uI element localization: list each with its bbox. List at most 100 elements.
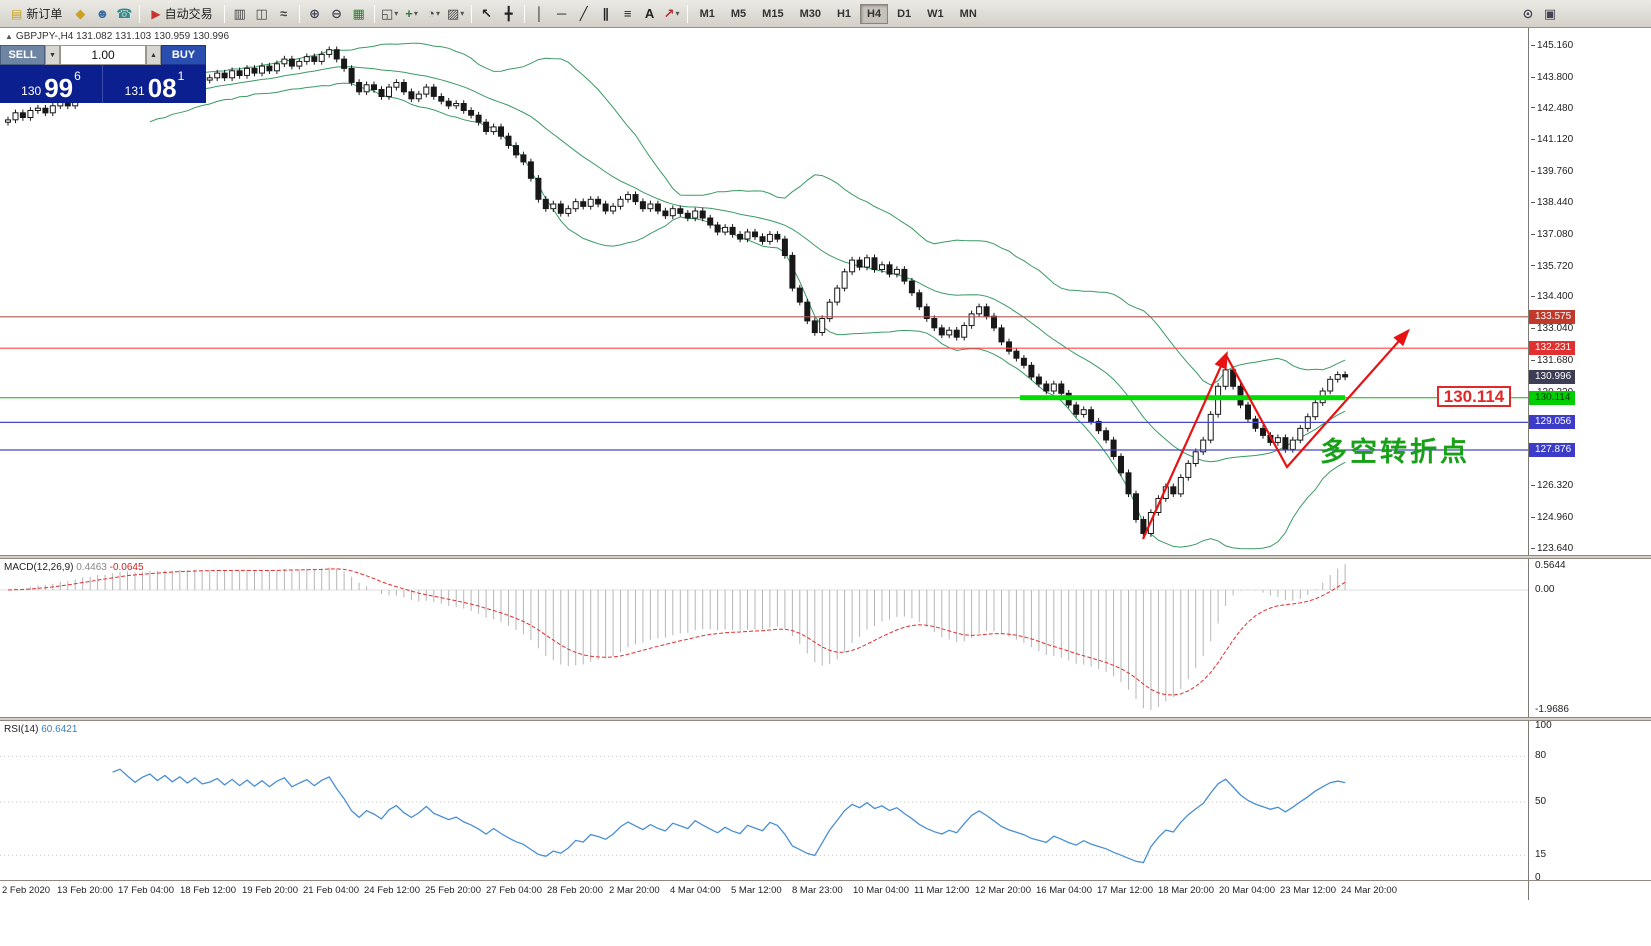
templates-icon: ▨ xyxy=(446,5,460,21)
fibonacci-icon[interactable]: ≡ xyxy=(617,3,639,25)
new-chart-icon[interactable]: ◱ ▾ xyxy=(379,3,401,25)
cursor-icon[interactable]: ↖ xyxy=(476,3,498,25)
timeframe-w1-button[interactable]: W1 xyxy=(927,7,944,20)
time-label: 18 Mar 20:00 xyxy=(1158,885,1214,896)
zoom-in-icon[interactable]: ⊕ xyxy=(304,3,326,25)
vertical-line-icon[interactable]: │ xyxy=(529,3,551,25)
horizontal-line-icon[interactable]: ─ xyxy=(551,3,573,25)
time-axis[interactable]: 2 Feb 2020 13 Feb 20:00 17 Feb 04:00 18 Feb… xyxy=(0,882,1651,900)
macd-scale-label: 0.5644 xyxy=(1535,560,1566,571)
price-tick: 142.480 xyxy=(1531,103,1573,114)
channel-icon[interactable]: ∥ xyxy=(595,3,617,25)
support-icon[interactable]: ☎ xyxy=(113,3,135,25)
time-label: 13 Feb 20:00 xyxy=(57,885,113,896)
price-level-label: 132.231 xyxy=(1529,341,1576,356)
time-label: 25 Feb 20:00 xyxy=(425,885,481,896)
support-price-tag[interactable]: 130.114 xyxy=(1437,386,1511,407)
arrows-icon[interactable]: ↗ ▾ xyxy=(661,3,683,25)
expert-advisor-icon[interactable]: ◆ xyxy=(69,3,91,25)
macd-signal-value: -0.0645 xyxy=(109,562,144,573)
vertical-line-icon: │ xyxy=(535,6,544,21)
text-icon[interactable]: A xyxy=(639,3,661,25)
caret-down-icon: ▾ xyxy=(394,9,399,18)
time-label: 24 Feb 12:00 xyxy=(364,885,420,896)
templates-icon[interactable]: ▨ ▾ xyxy=(445,3,467,25)
auto-trading-icon: ▶ xyxy=(151,6,161,21)
candlestick-chart-icon[interactable]: ◫ xyxy=(251,3,273,25)
price-tick: 134.400 xyxy=(1531,291,1573,302)
lot-increase-button[interactable]: ▲ xyxy=(146,45,161,65)
timeframe-mn-button[interactable]: MN xyxy=(959,7,977,20)
trendline-icon[interactable]: ╱ xyxy=(573,3,595,25)
new-order-icon: ▤ xyxy=(11,6,23,21)
buy-button[interactable]: BUY xyxy=(161,45,206,65)
timeframe-m30-button[interactable]: M30 xyxy=(799,7,821,20)
timeframe-h4-button[interactable]: H4 xyxy=(860,3,889,24)
tick-mark xyxy=(1531,76,1535,78)
price-tick: 131.680 xyxy=(1531,355,1573,366)
rsi-name: RSI(14) xyxy=(4,724,39,735)
tick-mark xyxy=(1531,139,1535,141)
periods-icon[interactable]: ◔ ▾ xyxy=(423,3,445,25)
symbol-quote-line: ▲ GBPJPY-,H4 131.082 131.103 130.959 130.… xyxy=(5,31,229,42)
buy-price-point: 1 xyxy=(177,69,185,83)
window-icon: ▣ xyxy=(1543,5,1557,21)
timeframe-m1-button[interactable]: M1 xyxy=(699,7,715,20)
macd-panel[interactable]: MACD(12,26,9) 0.4463 -0.0645 xyxy=(0,560,1528,718)
macd-main-value: 0.4463 xyxy=(76,562,107,573)
time-label: 17 Mar 12:00 xyxy=(1097,885,1153,896)
time-label: 17 Feb 04:00 xyxy=(118,885,174,896)
auto-trading-button[interactable]: ▶ 自动交易 xyxy=(144,3,219,24)
rsi-scale-label: 15 xyxy=(1535,849,1547,861)
price-tick: 135.720 xyxy=(1531,261,1573,272)
new-order-button[interactable]: ▤ 新订单 xyxy=(4,3,69,24)
tick-mark xyxy=(1531,328,1535,330)
trendline-icon: ╱ xyxy=(579,5,588,21)
macd-scale-label: 0.00 xyxy=(1535,584,1555,595)
buy-price-button[interactable]: 131 08 1 xyxy=(103,65,206,103)
time-label: 11 Mar 12:00 xyxy=(914,885,970,896)
profile-icon: ☻ xyxy=(95,6,110,21)
sell-price-button[interactable]: 130 99 6 xyxy=(0,65,103,103)
zoom-out-icon[interactable]: ⊖ xyxy=(326,3,348,25)
time-label: 5 Mar 12:00 xyxy=(731,885,782,896)
horizontal-line-icon: ─ xyxy=(557,6,567,21)
sell-price-int: 130 xyxy=(21,84,42,98)
indicators-icon[interactable]: + ▾ xyxy=(401,3,423,25)
panel-splitter-2[interactable] xyxy=(0,717,1651,721)
timeframe-d1-button[interactable]: D1 xyxy=(897,7,912,20)
timeframe-m5-button[interactable]: M5 xyxy=(730,7,747,20)
magnifier-icon[interactable]: ⊙ xyxy=(1517,3,1539,25)
window-icon[interactable]: ▣ xyxy=(1539,3,1561,25)
rsi-panel[interactable]: RSI(14) 60.6421 xyxy=(0,722,1528,880)
price-tick: 143.800 xyxy=(1531,72,1573,83)
axis-separator xyxy=(0,880,1651,881)
tick-mark xyxy=(1531,233,1535,235)
price-axis[interactable]: 145.160 143.800 142.480 141.120 139.760 138.4… xyxy=(1528,28,1651,900)
bar-chart-icon: ▥ xyxy=(233,5,246,21)
lot-size-input[interactable]: 1.00 xyxy=(60,45,146,65)
bar-chart-icon[interactable]: ▥ xyxy=(229,3,251,25)
tick-mark xyxy=(1531,296,1535,298)
zoom-out-icon: ⊖ xyxy=(331,5,343,21)
one-click-trade-panel: SELL ▼ 1.00 ▲ BUY 130 99 6 131 08 1 xyxy=(0,45,206,103)
time-label: 2 Feb 2020 xyxy=(2,885,51,896)
support-icon: ☎ xyxy=(116,5,133,21)
price-chart-panel[interactable]: ▲ GBPJPY-,H4 131.082 131.103 130.959 130.… xyxy=(0,28,1528,556)
crosshair-icon[interactable]: ╋ xyxy=(498,3,520,25)
profile-icon[interactable]: ☻ xyxy=(91,3,113,25)
price-tick: 137.080 xyxy=(1531,229,1573,240)
time-label: 12 Mar 20:00 xyxy=(975,885,1031,896)
turning-point-annotation[interactable]: 多空转折点 xyxy=(1320,437,1470,467)
lot-decrease-button[interactable]: ▼ xyxy=(45,45,60,65)
timeframe-m15-button[interactable]: M15 xyxy=(762,7,784,20)
time-label: 4 Mar 04:00 xyxy=(670,885,721,896)
line-chart-icon[interactable]: ≈ xyxy=(273,3,295,25)
text-icon: A xyxy=(644,6,655,21)
sell-button[interactable]: SELL xyxy=(0,45,45,65)
tile-windows-icon[interactable]: ▦ xyxy=(348,3,370,25)
new-order-button-label: 新订单 xyxy=(26,7,63,21)
panel-splitter[interactable] xyxy=(0,555,1651,559)
price-tick: 141.120 xyxy=(1531,134,1573,145)
timeframe-h1-button[interactable]: H1 xyxy=(836,7,852,20)
